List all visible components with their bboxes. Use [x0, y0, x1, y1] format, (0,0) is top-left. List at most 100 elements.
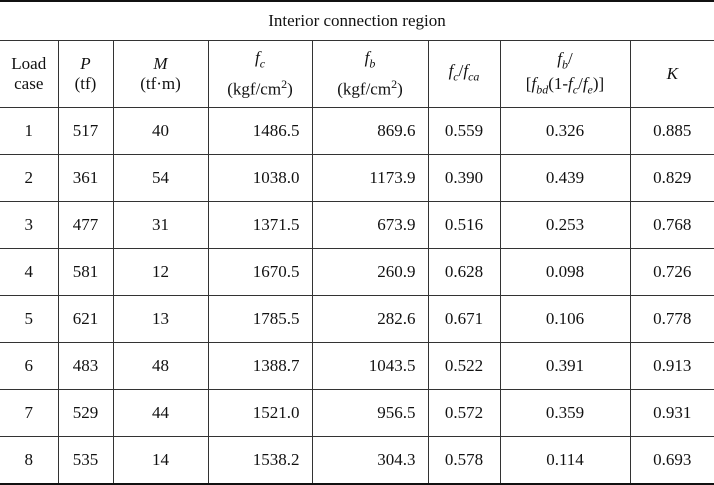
table-cell: 517: [57, 107, 113, 155]
table-cell: 1173.9: [311, 154, 428, 202]
table-row: 4 581 12 1670.5 260.9 0.628 0.098 0.726: [0, 248, 714, 296]
table-body: 1 517 40 1486.5 869.6 0.559 0.326 0.885 2 361 54 10…: [0, 107, 714, 485]
table-cell: 0.572: [427, 389, 500, 437]
header-cell: Load case: [0, 40, 58, 108]
table-cell: 0.578: [427, 436, 500, 485]
table-row: 3 477 31 1371.5 673.9 0.516 0.253 0.768: [0, 201, 714, 249]
header-text: )]: [592, 74, 605, 93]
table-row: 2 361 54 1038.0 1173.9 0.390 0.439 0.829: [0, 154, 714, 202]
table-cell: 0.516: [427, 201, 500, 249]
table-cell: 7: [0, 389, 58, 437]
table-cell: 13: [112, 295, 208, 343]
table-cell: 1486.5: [207, 107, 312, 155]
table-cell: 1670.5: [207, 248, 312, 296]
table-cell: 48: [112, 342, 208, 390]
header-text: (tf·m): [140, 74, 181, 93]
table-cell: 40: [112, 107, 208, 155]
table-cell: 5: [0, 295, 58, 343]
table-cell: 0.253: [499, 201, 630, 249]
table-cell: 0.522: [427, 342, 500, 390]
table-cell: 260.9: [311, 248, 428, 296]
table-row: 1 517 40 1486.5 869.6 0.559 0.326 0.885: [0, 107, 714, 155]
header-text: c: [453, 69, 459, 84]
table-cell: 0.390: [427, 154, 500, 202]
header-text: b: [562, 57, 568, 71]
header-cell: K: [629, 40, 714, 108]
header-text: [: [525, 74, 532, 93]
table-cell: 1043.5: [311, 342, 428, 390]
header-cell: fb (kgf/cm2): [311, 40, 428, 108]
table-cell: 0.778: [629, 295, 714, 343]
table-cell: 0.628: [427, 248, 500, 296]
table-cell: 282.6: [311, 295, 428, 343]
header-text: /: [458, 61, 464, 81]
table-cell: 0.726: [629, 248, 714, 296]
table-cell: 477: [57, 201, 113, 249]
header-text: c: [572, 82, 579, 97]
header-text: f: [568, 74, 573, 93]
header-text: /: [578, 74, 583, 93]
table-cell: 0.768: [629, 201, 714, 249]
header-text: f: [254, 48, 260, 68]
header-text: f: [582, 74, 588, 93]
table-row: 5 621 13 1785.5 282.6 0.671 0.106 0.778: [0, 295, 714, 343]
table-cell: 0.391: [499, 342, 630, 390]
table-cell: 14: [112, 436, 208, 485]
header-text: f: [531, 74, 537, 93]
table-cell: 621: [57, 295, 113, 343]
table-cell: 361: [57, 154, 113, 202]
header-text: f: [448, 61, 454, 81]
table-cell: 0.326: [499, 107, 630, 155]
table-cell: 1785.5: [207, 295, 312, 343]
header-text: ): [397, 79, 403, 99]
table-row: 6 483 48 1388.7 1043.5 0.522 0.391 0.913: [0, 342, 714, 390]
table-cell: 3: [0, 201, 58, 249]
table-cell: 6: [0, 342, 58, 390]
header-text: c: [259, 56, 266, 71]
table-cell: 0.359: [499, 389, 630, 437]
table-cell: 44: [112, 389, 208, 437]
header-cell: M (tf·m): [112, 40, 208, 108]
header-cell: fc/fca: [427, 40, 500, 108]
table-cell: 12: [112, 248, 208, 296]
table-cell: 1388.7: [207, 342, 312, 390]
table-cell: 304.3: [311, 436, 428, 485]
header-text: b: [369, 56, 376, 71]
header-text: M: [153, 54, 168, 73]
table-title: Interior connection region: [0, 0, 714, 41]
table-cell: 1538.2: [207, 436, 312, 485]
table-cell: 483: [57, 342, 113, 390]
table-cell: 1521.0: [207, 389, 312, 437]
table-cell: 581: [57, 248, 113, 296]
table-cell: 529: [57, 389, 113, 437]
header-text: P: [80, 54, 91, 73]
table-cell: 535: [57, 436, 113, 485]
header-text: K: [666, 64, 678, 83]
header-text: Load: [11, 54, 47, 73]
header-text: (1-: [548, 74, 569, 93]
table-cell: 2: [0, 154, 58, 202]
table-cell: 956.5: [311, 389, 428, 437]
header-text: (kgf/cm: [227, 79, 282, 99]
table-row: 7 529 44 1521.0 956.5 0.572 0.359 0.931: [0, 389, 714, 437]
table-cell: 54: [112, 154, 208, 202]
header-text: bd: [536, 82, 549, 97]
table-cell: 0.693: [629, 436, 714, 485]
table-cell: 0.559: [427, 107, 500, 155]
table-cell: 1038.0: [207, 154, 312, 202]
header-cell: P (tf): [57, 40, 113, 108]
table-row: 8 535 14 1538.2 304.3 0.578 0.114 0.693: [0, 436, 714, 485]
table-cell: 8: [0, 436, 58, 485]
header-text: case: [14, 74, 44, 93]
table-cell: 0.114: [499, 436, 630, 485]
table-cell: 4: [0, 248, 58, 296]
header-text: /: [568, 48, 573, 68]
table-cell: 869.6: [311, 107, 428, 155]
header-text: (tf): [74, 74, 97, 93]
header-text: ): [287, 79, 293, 99]
header-text: ca: [468, 69, 480, 84]
header-text: f: [557, 48, 562, 68]
table-cell: 673.9: [311, 201, 428, 249]
table-cell: 0.671: [427, 295, 500, 343]
